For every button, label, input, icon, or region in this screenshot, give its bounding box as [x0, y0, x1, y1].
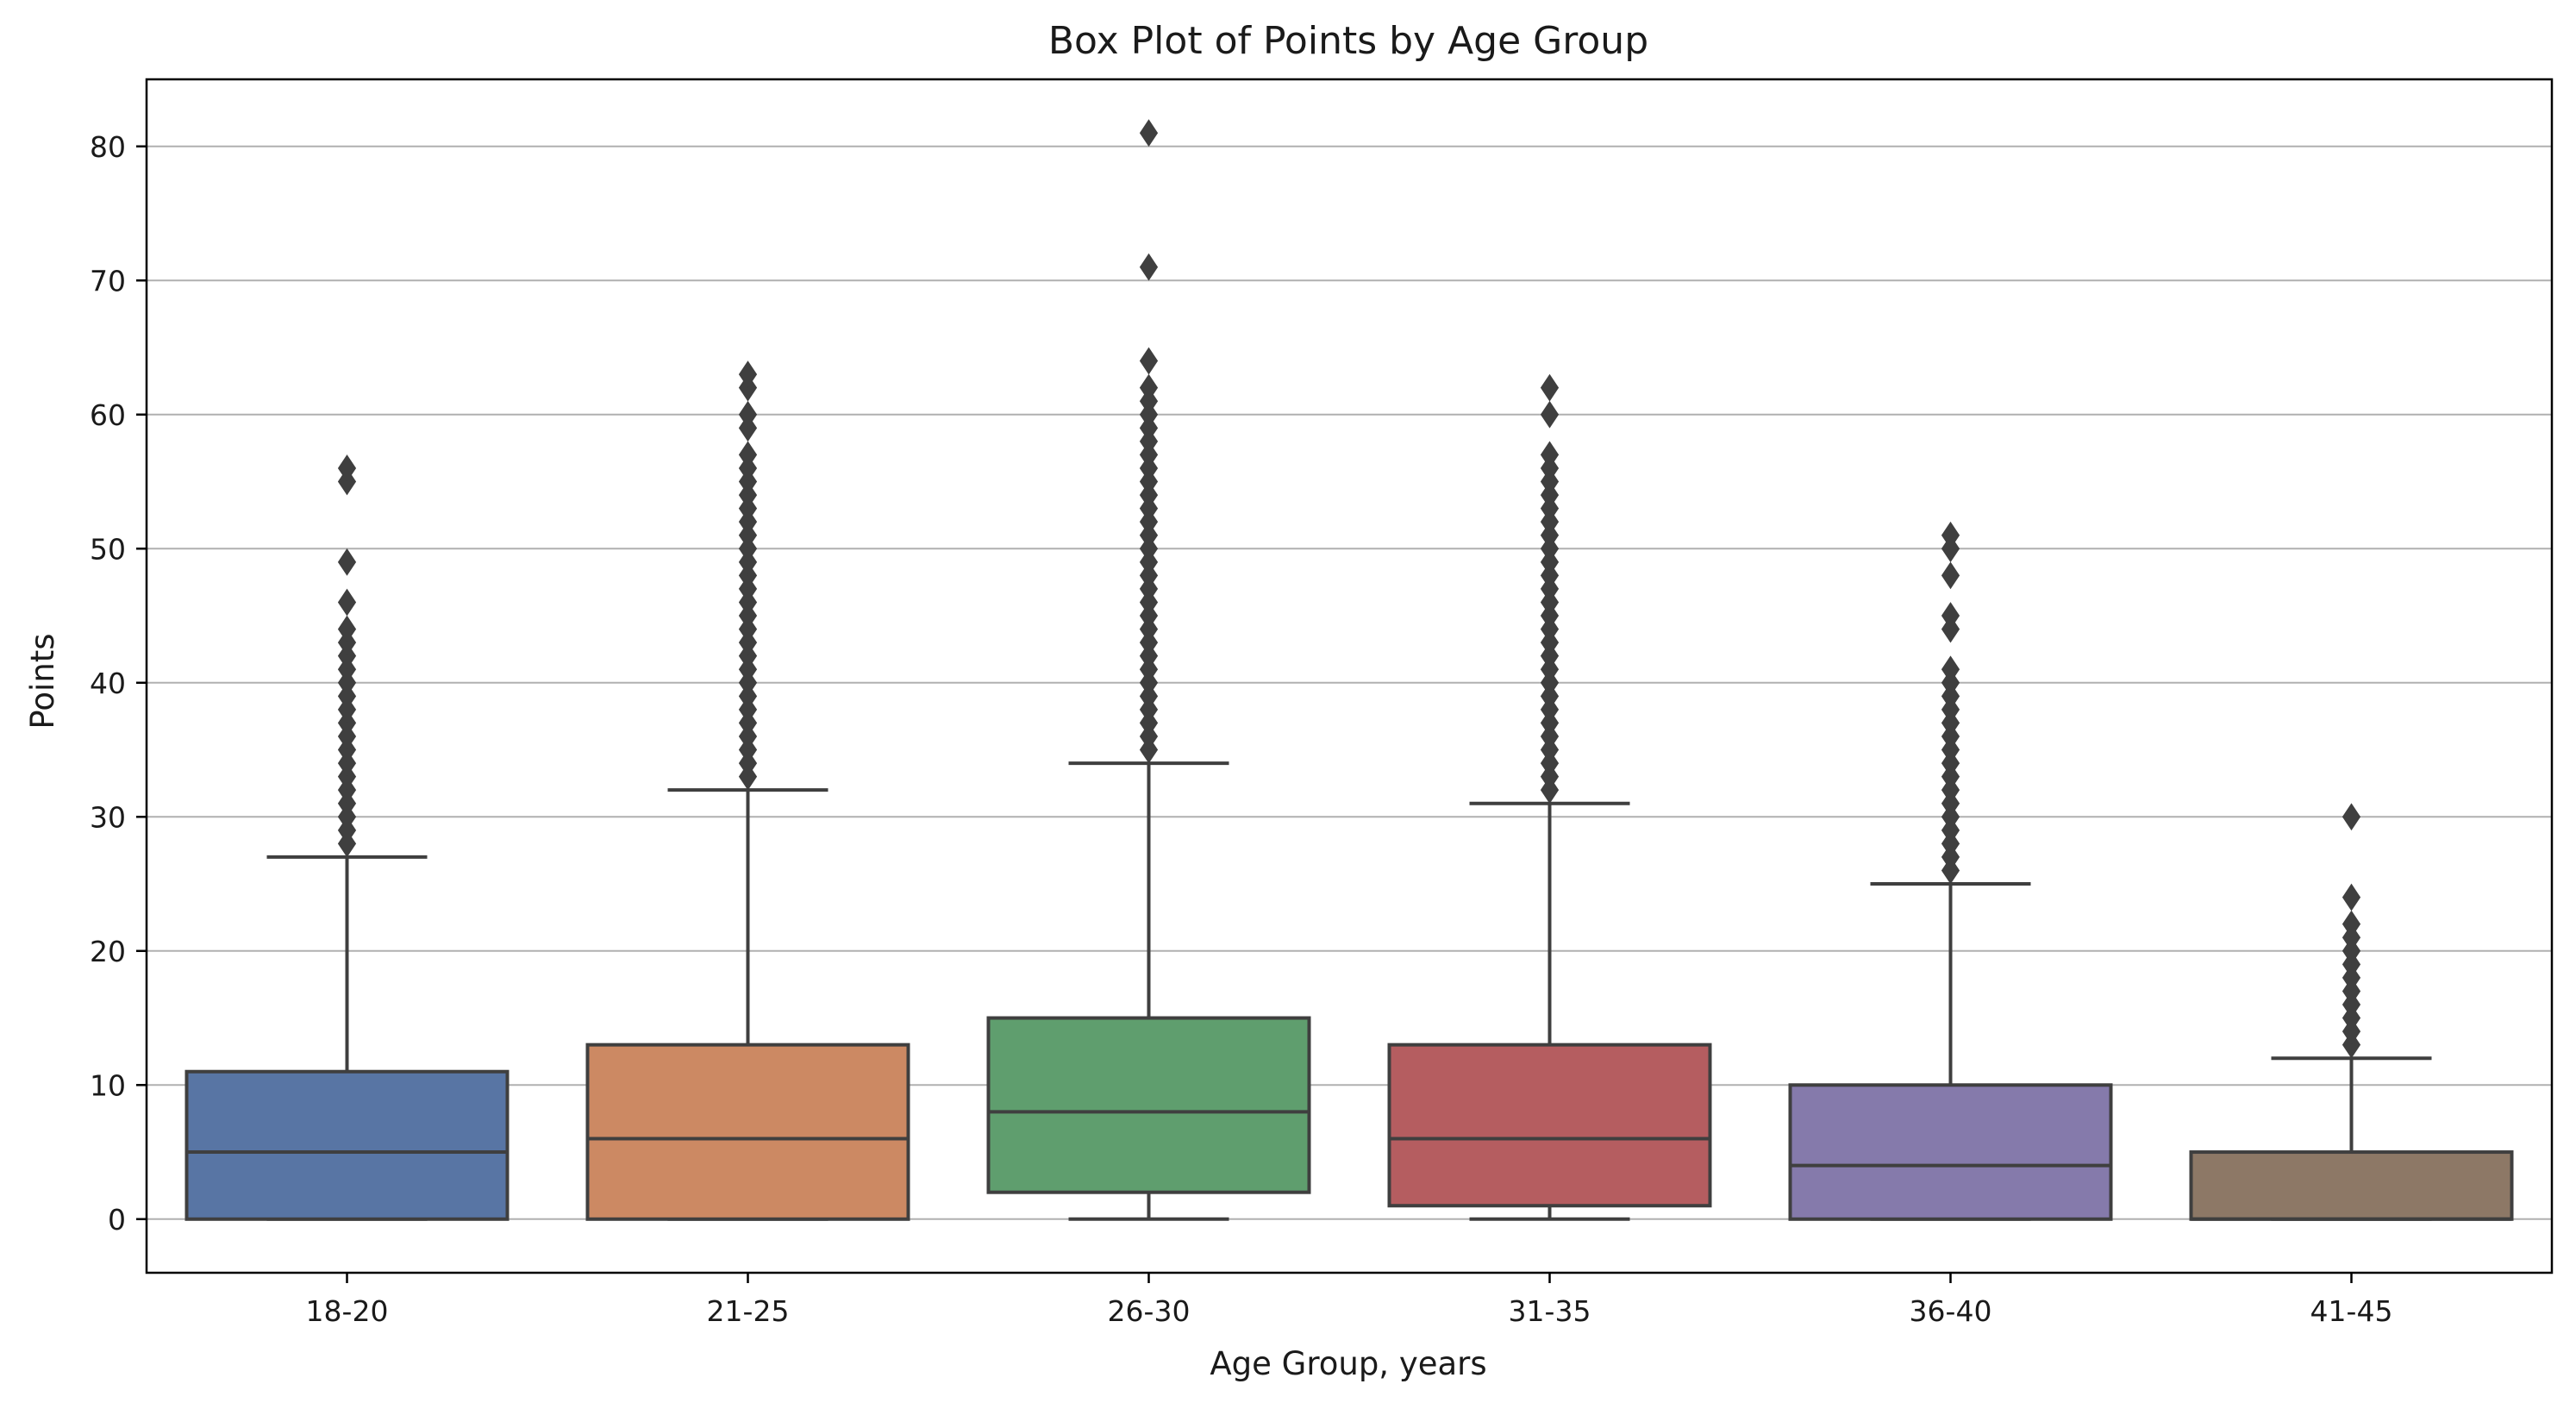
y-tick-label: 70: [90, 264, 126, 297]
box-group-31-35: [1387, 373, 1712, 1221]
grid-lines: [147, 145, 2552, 1220]
box: [1387, 1043, 1712, 1208]
outlier-point: [337, 548, 357, 576]
outlier-point: [1139, 347, 1159, 375]
x-tick-label: 26-30: [1108, 1294, 1191, 1328]
x-tick-label: 21-25: [707, 1294, 790, 1328]
outlier-point: [2342, 883, 2361, 911]
outlier-point: [1540, 441, 1560, 469]
x-tick-label: 41-45: [2310, 1294, 2393, 1328]
y-axis-label: Points: [24, 633, 61, 729]
box: [2189, 1150, 2514, 1221]
box-group-18-20: [184, 454, 510, 1221]
outlier-point: [1540, 373, 1560, 402]
outlier-point: [337, 588, 357, 617]
y-tick-label: 20: [90, 935, 126, 968]
y-tick-label: 50: [90, 532, 126, 566]
box-group-21-25: [585, 360, 910, 1221]
outlier-point: [1540, 400, 1560, 429]
plot-frame: [145, 78, 2554, 1274]
box-group-41-45: [2189, 803, 2514, 1221]
outlier-point: [738, 400, 758, 429]
box: [986, 1016, 1311, 1194]
box: [585, 1043, 910, 1221]
box: [1788, 1083, 2113, 1221]
box: [184, 1069, 510, 1221]
y-tick-label: 10: [90, 1068, 126, 1102]
y-tick-label: 80: [90, 130, 126, 164]
outlier-point: [1941, 602, 1960, 629]
outlier-point: [1941, 655, 1960, 684]
outlier-point: [2342, 803, 2361, 831]
outlier-point: [1139, 253, 1159, 281]
outlier-point: [1139, 119, 1159, 147]
chart-title: Box Plot of Points by Age Group: [1048, 19, 1648, 63]
y-tick-label: 40: [90, 667, 126, 700]
y-tick-label: 0: [108, 1203, 126, 1237]
axes: 0 10 20 30 40 50 60 70 80 18-20 21-25 26-30 31-35 36-…: [90, 78, 2554, 1328]
x-tick-label: 18-20: [306, 1294, 389, 1328]
outlier-point: [1941, 521, 1960, 549]
outlier-point: [1139, 373, 1159, 402]
outlier-point: [738, 441, 758, 469]
x-tick-label: 36-40: [1910, 1294, 1992, 1328]
outlier-point: [337, 615, 357, 643]
outlier-point: [1941, 561, 1960, 590]
y-tick-label: 30: [90, 800, 126, 834]
x-axis-label: Age Group, years: [1210, 1345, 1486, 1382]
box-group-36-40: [1788, 521, 2113, 1221]
outlier-point: [2342, 910, 2361, 938]
box-series: [184, 119, 2514, 1221]
x-tick-label: 31-35: [1509, 1294, 1591, 1328]
box-group-26-30: [986, 119, 1311, 1221]
outlier-point: [738, 360, 758, 389]
outlier-point: [337, 454, 357, 482]
y-tick-label: 60: [90, 398, 126, 432]
